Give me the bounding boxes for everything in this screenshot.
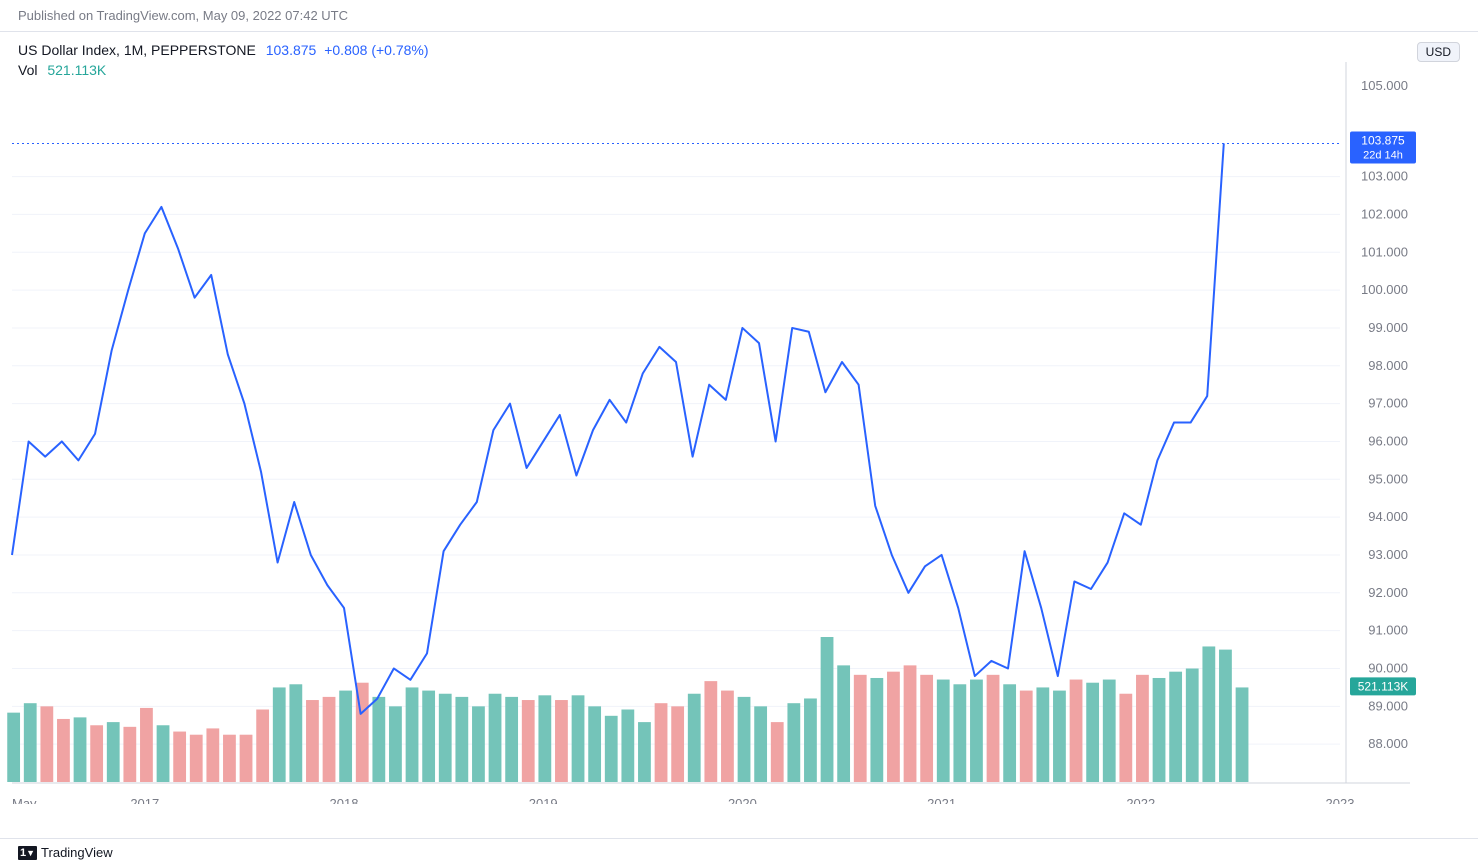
- brand-text: TradingView: [41, 845, 113, 860]
- chart-canvas[interactable]: 88.000 89.000 90.000 91.000 92.000 93.000 94.0…: [0, 32, 1478, 804]
- svg-text:95.000: 95.000: [1368, 471, 1408, 486]
- volume-info: Vol 521.113K: [18, 62, 106, 78]
- svg-text:91.000: 91.000: [1368, 623, 1408, 638]
- svg-text:105.000: 105.000: [1361, 78, 1408, 93]
- svg-text:521.113K: 521.113K: [1358, 679, 1409, 693]
- tradingview-logo-icon: 1▼: [18, 846, 37, 860]
- svg-text:2017: 2017: [130, 796, 159, 804]
- svg-text:98.000: 98.000: [1368, 358, 1408, 373]
- symbol-info: US Dollar Index, 1M, PEPPERSTONE 103.875…: [18, 42, 429, 58]
- svg-text:2022: 2022: [1126, 796, 1155, 804]
- currency-badge[interactable]: USD: [1417, 42, 1460, 62]
- svg-text:102.000: 102.000: [1361, 206, 1408, 221]
- published-text: Published on TradingView.com, May 09, 20…: [18, 8, 348, 23]
- svg-text:2020: 2020: [728, 796, 757, 804]
- svg-text:88.000: 88.000: [1368, 736, 1408, 751]
- svg-text:101.000: 101.000: [1361, 244, 1408, 259]
- svg-text:May: May: [12, 796, 37, 804]
- svg-text:2019: 2019: [529, 796, 558, 804]
- svg-text:103.000: 103.000: [1361, 169, 1408, 184]
- footer: 1▼ TradingView: [0, 838, 1478, 866]
- svg-text:92.000: 92.000: [1368, 585, 1408, 600]
- svg-text:90.000: 90.000: [1368, 660, 1408, 675]
- price-change: +0.808 (+0.78%): [324, 42, 428, 58]
- svg-text:2023: 2023: [1326, 796, 1355, 804]
- svg-text:93.000: 93.000: [1368, 547, 1408, 562]
- svg-text:94.000: 94.000: [1368, 509, 1408, 524]
- publish-header: Published on TradingView.com, May 09, 20…: [0, 0, 1478, 32]
- vol-label: Vol: [18, 62, 37, 78]
- svg-text:97.000: 97.000: [1368, 396, 1408, 411]
- vol-value: 521.113K: [47, 62, 106, 78]
- svg-text:89.000: 89.000: [1368, 698, 1408, 713]
- svg-text:2021: 2021: [927, 796, 956, 804]
- symbol-label: US Dollar Index, 1M, PEPPERSTONE: [18, 42, 256, 58]
- svg-text:2018: 2018: [330, 796, 359, 804]
- svg-text:100.000: 100.000: [1361, 282, 1408, 297]
- svg-text:103.875: 103.875: [1361, 133, 1405, 147]
- svg-text:22d 14h: 22d 14h: [1363, 149, 1403, 161]
- price-value: 103.875: [266, 42, 317, 58]
- svg-text:99.000: 99.000: [1368, 320, 1408, 335]
- svg-text:96.000: 96.000: [1368, 433, 1408, 448]
